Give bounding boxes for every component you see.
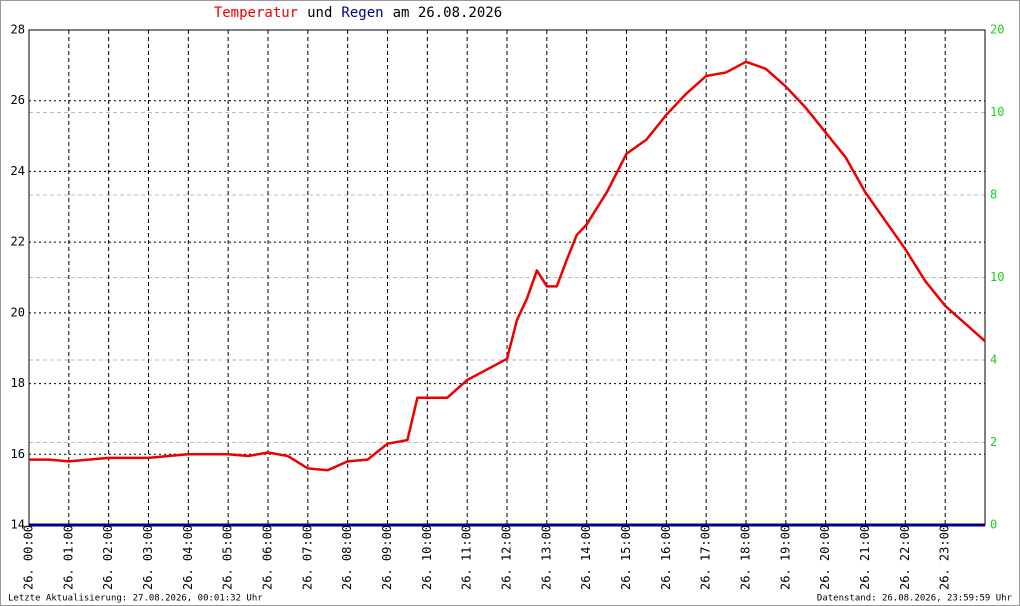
x-tick-label: 26. 22:00 [898,525,912,590]
y-tick-label: 16 [11,447,25,461]
x-tick-label: 26. 11:00 [460,525,474,590]
x-tick-label: 26. 14:00 [579,525,593,590]
y-tick-label: 22 [11,235,25,249]
y-tick-label: 24 [11,164,25,178]
y2-tick-label: 8 [990,188,997,202]
x-tick-label: 26. 06:00 [261,525,275,590]
y-tick-label: 20 [11,305,25,319]
x-tick-label: 26. 08:00 [340,525,354,590]
x-tick-label: 26. 10:00 [420,525,434,590]
x-tick-label: 26. 18:00 [739,525,753,590]
x-tick-label: 26. 13:00 [539,525,553,590]
y-tick-label: 26 [11,93,25,107]
x-tick-label: 26. 19:00 [778,525,792,590]
y2-tick-label: 20 [990,23,1004,37]
y-tick-label: 28 [11,23,25,37]
x-tick-label: 26. 16:00 [659,525,673,590]
x-tick-label: 26. 15:00 [619,525,633,590]
y2-tick-label: 4 [990,353,997,367]
title-part: Regen [341,5,383,21]
x-tick-label: 26. 04:00 [181,525,195,590]
x-tick-label: 26. 01:00 [61,525,75,590]
x-tick-label: 26. 02:00 [101,525,115,590]
x-tick-label: 26. 05:00 [221,525,235,590]
footer-right: Datenstand: 26.08.2026, 23:59:59 Uhr [817,594,1013,604]
title-part: am 26.08.2026 [393,5,503,21]
x-tick-label: 26. 07:00 [300,525,314,590]
x-tick-label: 26. 23:00 [938,525,952,590]
chart-title: Temperatur und Regen am 26.08.2026 [214,5,502,21]
x-tick-label: 26. 00:00 [22,525,36,590]
title-part: und [307,5,332,21]
y2-tick-label: 0 [990,518,997,532]
y-tick-label: 18 [11,376,25,390]
x-tick-label: 26. 17:00 [699,525,713,590]
x-tick-label: 26. 09:00 [380,525,394,590]
series-line [29,60,986,472]
x-tick-label: 26. 20:00 [818,525,832,590]
x-tick-label: 26. 12:00 [500,525,514,590]
y2-tick-label: 2 [990,435,997,449]
y-tick-label: 14 [11,518,25,532]
title-part: Temperatur [214,5,298,21]
y2-tick-label: 10 [990,105,1004,119]
footer-left: Letzte Aktualisierung: 27.08.2026, 00:01… [8,594,263,604]
x-tick-label: 26. 03:00 [141,525,155,590]
x-tick-label: 26. 21:00 [858,525,872,590]
y2-tick-label: 10 [990,270,1004,284]
